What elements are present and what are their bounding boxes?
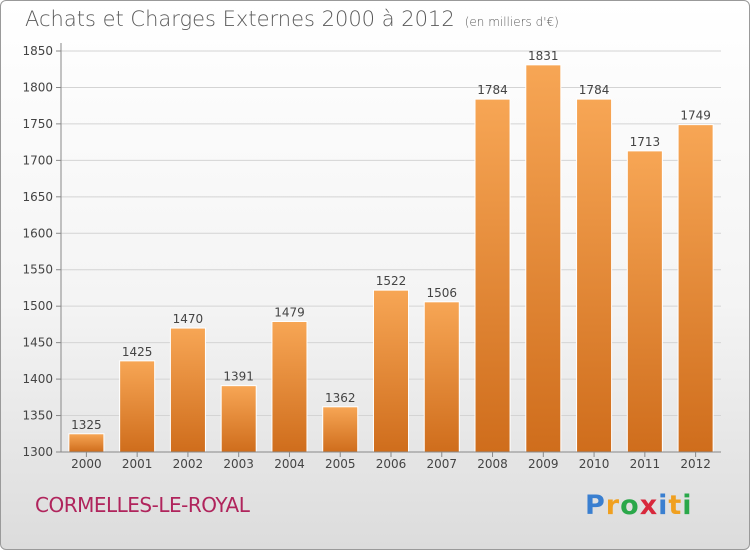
x-tick-label: 2001 — [122, 457, 153, 471]
logo-letter: r — [605, 490, 621, 521]
bar-2002 — [169, 327, 206, 453]
bar-value-label: 1749 — [680, 109, 711, 123]
x-tick-label: 2012 — [680, 457, 711, 471]
x-tick-label: 2011 — [630, 457, 661, 471]
bar-value-label: 1362 — [325, 391, 356, 405]
logo-letter: i — [682, 490, 693, 521]
bar-2003 — [220, 385, 257, 453]
bar-value-label: 1713 — [630, 135, 661, 149]
logo-letter: P — [585, 490, 606, 521]
bar-value-label: 1391 — [223, 370, 254, 384]
y-tick-label: 1350 — [22, 409, 53, 423]
x-tick-label: 2002 — [173, 457, 204, 471]
proxiti-logo: Proxiti — [585, 490, 693, 521]
chart-subtitle: (en milliers d'€) — [464, 15, 559, 29]
y-tick-label: 1850 — [22, 44, 53, 58]
bar-value-label: 1506 — [426, 286, 457, 300]
bar-value-label: 1831 — [528, 49, 559, 63]
y-tick-label: 1500 — [22, 299, 53, 313]
bar-2006 — [372, 289, 410, 453]
y-tick-label: 1400 — [22, 372, 53, 386]
axis-layer: 1300 1350 1400 1450 1500 1550 1600 1650 1700 1750… — [22, 43, 721, 471]
y-tick-label: 1750 — [22, 117, 53, 131]
x-tick-label: 2007 — [426, 457, 457, 471]
y-tick-label: 1550 — [22, 263, 53, 277]
x-tick-label: 2004 — [274, 457, 305, 471]
bar-2001 — [119, 360, 156, 453]
x-tick-label: 2009 — [528, 457, 559, 471]
logo-letter: x — [639, 490, 659, 521]
logo-letter: t — [668, 490, 683, 521]
chart-title-text: Achats et Charges Externes 2000 à 2012 — [25, 7, 455, 31]
bar-2011 — [626, 150, 663, 453]
bar-value-label: 1784 — [477, 83, 508, 97]
x-tick-label: 2006 — [376, 457, 407, 471]
y-tick-label: 1800 — [22, 80, 53, 94]
y-tick-label: 1600 — [22, 226, 53, 240]
bar-2009 — [525, 64, 562, 453]
y-tick-label: 1450 — [22, 336, 53, 350]
location-label: CORMELLES-LE-ROYAL — [35, 493, 250, 517]
bar-2005 — [322, 406, 359, 453]
bar-value-label: 1479 — [274, 305, 305, 319]
bar-value-label: 1522 — [376, 274, 407, 288]
bar-2004 — [271, 320, 308, 453]
bar-2012 — [677, 124, 714, 453]
x-tick-label: 2008 — [477, 457, 508, 471]
logo-letter: o — [620, 490, 640, 521]
bar-value-label: 1784 — [579, 83, 610, 97]
bar-value-label: 1325 — [71, 418, 102, 432]
y-tick-label: 1300 — [22, 445, 53, 459]
x-tick-label: 2005 — [325, 457, 356, 471]
x-tick-label: 2003 — [223, 457, 254, 471]
bar-value-label: 1470 — [173, 312, 204, 326]
bar-2000 — [68, 433, 105, 453]
y-tick-label: 1700 — [22, 153, 53, 167]
x-tick-label: 2010 — [579, 457, 610, 471]
bar-layer — [68, 64, 714, 453]
bar-2008 — [474, 98, 511, 453]
bar-2007 — [423, 301, 460, 453]
x-tick-label: 2000 — [71, 457, 102, 471]
bar-value-label: 1425 — [122, 345, 153, 359]
bar-2010 — [576, 98, 613, 453]
logo-letter: i — [658, 490, 669, 521]
y-tick-label: 1650 — [22, 190, 53, 204]
chart-title: Achats et Charges Externes 2000 à 2012 (e… — [25, 7, 559, 31]
